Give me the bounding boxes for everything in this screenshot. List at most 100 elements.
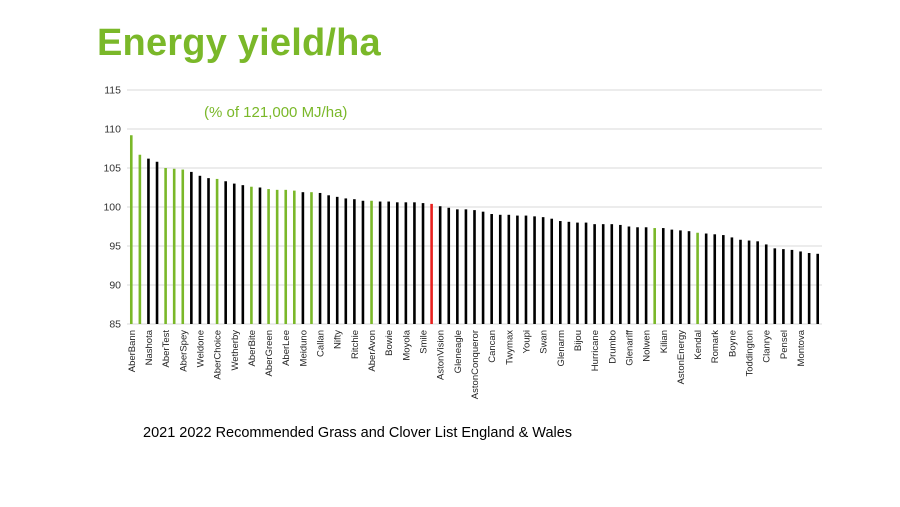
y-tick-label: 100 xyxy=(103,202,121,214)
x-tick-label: Moyola xyxy=(401,329,412,360)
bar xyxy=(756,241,759,324)
x-tick-label: Twymax xyxy=(504,330,515,365)
x-tick-label: Nashota xyxy=(144,329,155,365)
bar xyxy=(456,209,459,324)
bar xyxy=(713,234,717,324)
bar xyxy=(293,190,296,324)
y-axis-ticks: 85 90 95 100 105 110 115 xyxy=(103,85,121,331)
bar xyxy=(644,227,648,324)
x-tick-label: AberChoice xyxy=(213,330,224,380)
x-tick-label: AberTest xyxy=(161,330,172,368)
bar xyxy=(593,224,596,324)
bar xyxy=(164,168,167,324)
x-tick-label: Meiduno xyxy=(298,330,309,366)
bar xyxy=(421,203,425,324)
bar xyxy=(344,198,348,324)
x-tick-label: Glenariff xyxy=(624,330,635,366)
bar xyxy=(172,168,176,324)
bar xyxy=(541,217,545,324)
x-tick-label: Romark xyxy=(710,330,721,364)
x-tick-label: AberAvon xyxy=(367,330,378,372)
bar xyxy=(404,202,408,324)
bar xyxy=(275,189,279,324)
x-tick-label: Wetherby xyxy=(230,330,241,371)
x-tick-label: Cancan xyxy=(487,330,498,363)
bar xyxy=(198,175,202,324)
x-tick-label: Swan xyxy=(539,330,550,354)
bar xyxy=(473,210,476,324)
bar xyxy=(361,200,365,324)
bar xyxy=(498,214,502,324)
y-tick-label: 115 xyxy=(104,85,121,97)
bars xyxy=(129,135,820,324)
bar xyxy=(232,183,236,324)
bar xyxy=(782,249,785,324)
bar xyxy=(387,201,390,324)
bar xyxy=(807,253,811,324)
bar xyxy=(722,235,725,324)
x-tick-label: AberBite xyxy=(247,330,258,366)
bar xyxy=(584,222,588,324)
bar xyxy=(790,249,794,324)
bar xyxy=(481,211,485,324)
x-tick-label: Kendal xyxy=(693,330,704,360)
bar xyxy=(301,192,305,324)
y-tick-label: 90 xyxy=(109,280,121,292)
x-tick-label: Montova xyxy=(796,329,807,366)
bar xyxy=(619,224,622,324)
bar xyxy=(250,186,253,324)
y-tick-label: 105 xyxy=(103,163,121,175)
x-tick-label: Bijou xyxy=(573,330,584,351)
bar xyxy=(155,161,159,324)
bar xyxy=(327,195,330,324)
bar xyxy=(739,239,742,324)
x-tick-label: Ritchie xyxy=(350,330,361,359)
chart-subtitle: (% of 121,000 MJ/ha) xyxy=(204,104,347,121)
slide-title: Energy yield/ha xyxy=(97,22,381,64)
y-tick-label: 85 xyxy=(109,319,121,331)
x-tick-label: AstonVision xyxy=(436,330,447,380)
x-tick-label: Youpi xyxy=(521,330,532,353)
x-tick-label: Boyne xyxy=(727,330,738,357)
bar xyxy=(576,222,579,324)
x-axis-labels: AberBann Nashota AberTest AberSpey Weldone Ab… xyxy=(127,329,807,399)
bar xyxy=(430,203,433,324)
bar xyxy=(447,207,451,324)
bar xyxy=(490,214,493,324)
bar xyxy=(567,221,571,324)
x-tick-label: Hurricane xyxy=(590,330,601,371)
bar xyxy=(129,135,133,324)
bar xyxy=(610,224,614,324)
bar xyxy=(704,233,708,324)
bar xyxy=(267,189,270,324)
bar xyxy=(601,224,605,324)
bar xyxy=(516,215,519,324)
x-tick-label: Gleneagle xyxy=(453,330,464,373)
bar xyxy=(438,206,442,324)
source-caption: 2021 2022 Recommended Grass and Clover L… xyxy=(143,425,573,441)
x-tick-label: Bowie xyxy=(384,330,395,356)
x-tick-label: Toddington xyxy=(745,330,756,376)
bar xyxy=(533,216,536,324)
bar xyxy=(730,237,734,324)
bar xyxy=(215,178,219,324)
bar xyxy=(679,230,682,324)
bar xyxy=(147,158,150,324)
bar xyxy=(696,232,699,324)
bar xyxy=(181,169,185,324)
bar xyxy=(258,187,262,324)
bar xyxy=(224,181,227,324)
bar xyxy=(627,226,631,324)
bar xyxy=(353,199,356,324)
bar xyxy=(764,244,768,324)
x-tick-label: AstonEnergy xyxy=(676,330,687,385)
x-tick-label: AberLee xyxy=(281,330,292,366)
x-tick-label: AberGreen xyxy=(264,330,275,376)
bar xyxy=(661,228,665,324)
x-tick-label: Pensel xyxy=(779,330,790,359)
bar xyxy=(284,189,288,324)
bar xyxy=(799,251,802,324)
bar xyxy=(773,248,777,324)
bar xyxy=(241,185,245,324)
